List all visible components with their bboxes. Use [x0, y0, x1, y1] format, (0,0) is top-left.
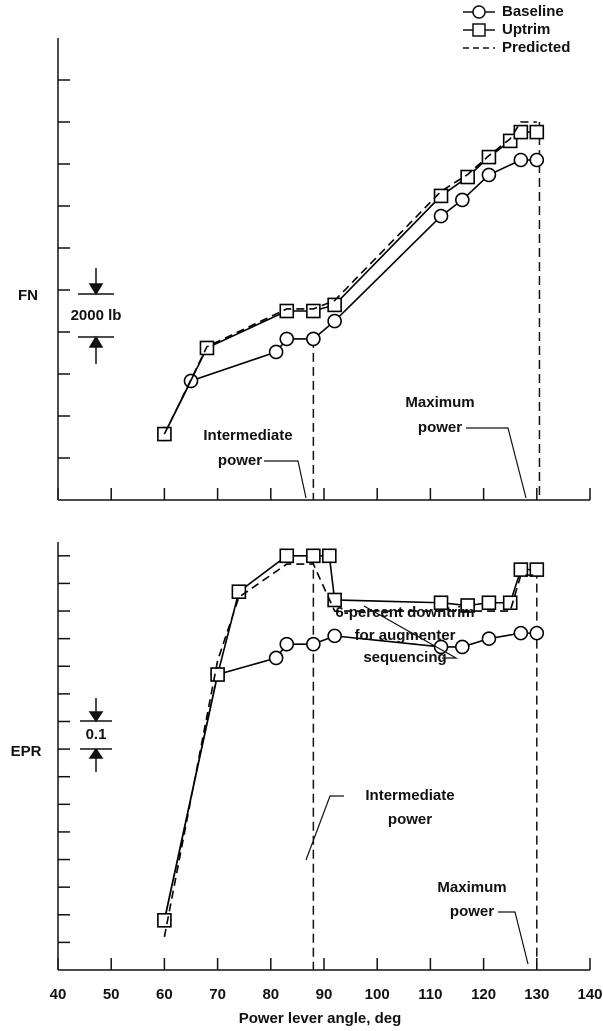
x-tick-label: 140	[577, 986, 602, 1003]
series-line	[163, 121, 537, 435]
annotation: 6-percent downtrim	[335, 604, 474, 621]
x-tick-label: 120	[471, 986, 496, 1003]
data-point	[433, 595, 449, 611]
data-point	[529, 562, 545, 577]
data-point	[279, 303, 295, 319]
data-point	[481, 149, 497, 165]
x-tick-label: 110	[418, 986, 442, 1003]
data-point	[268, 344, 284, 360]
legend-marker	[472, 23, 486, 37]
data-point	[529, 124, 545, 140]
data-point	[481, 167, 497, 183]
y-axis-label: FN	[18, 287, 38, 304]
annotation: Intermediate	[365, 787, 454, 804]
annotation: sequencing	[363, 649, 446, 666]
data-point	[481, 595, 497, 611]
legend-label: Predicted	[502, 39, 570, 56]
x-tick-label: 80	[262, 986, 279, 1003]
x-tick-label: 50	[103, 986, 120, 1003]
series-line	[163, 159, 537, 435]
data-point	[502, 595, 518, 611]
leader-line	[305, 795, 344, 861]
data-point	[481, 631, 497, 646]
x-tick-label: 70	[209, 986, 226, 1003]
x-tick-label: 60	[156, 986, 173, 1003]
data-point	[529, 625, 545, 641]
leader-line	[363, 605, 459, 659]
data-point	[460, 169, 475, 185]
data-point	[433, 639, 449, 655]
legend-label: Uptrim	[502, 21, 550, 38]
x-tick-label: 130	[524, 986, 549, 1003]
data-point	[306, 636, 321, 652]
x-axis-title: Power lever angle, deg	[239, 1010, 402, 1027]
data-point	[513, 625, 529, 641]
data-point	[433, 188, 449, 204]
legend-marker	[472, 5, 486, 19]
data-point	[502, 133, 518, 149]
data-point	[327, 592, 342, 608]
leader-line	[466, 427, 527, 499]
data-point	[455, 192, 470, 208]
data-point	[279, 636, 295, 652]
data-point	[327, 297, 342, 313]
data-point	[268, 650, 284, 666]
data-point	[279, 548, 295, 564]
data-point	[322, 548, 337, 564]
data-point	[455, 639, 470, 655]
data-point	[513, 124, 529, 140]
annotation: Maximum	[405, 394, 474, 411]
annotation: power	[418, 419, 462, 436]
annotation: power	[218, 452, 262, 469]
data-point	[210, 667, 225, 682]
data-point	[433, 208, 449, 224]
x-tick-label: 90	[316, 986, 333, 1003]
leader-line	[264, 460, 307, 499]
data-point	[327, 628, 342, 644]
data-point	[279, 331, 295, 347]
annotation: for augmenter	[355, 627, 456, 644]
data-point	[327, 313, 342, 329]
data-point	[513, 152, 529, 168]
data-point	[460, 598, 475, 613]
x-tick-label: 40	[50, 986, 67, 1003]
data-point	[306, 331, 321, 347]
data-point	[306, 548, 321, 564]
data-point	[306, 303, 321, 319]
series-line	[163, 563, 537, 938]
annotation: power	[388, 811, 432, 828]
data-point	[513, 562, 529, 577]
annotation: Intermediate	[203, 427, 292, 444]
data-point	[157, 912, 172, 928]
x-tick-label: 100	[365, 986, 390, 1003]
series-line	[163, 131, 537, 435]
data-point	[231, 584, 247, 600]
legend-label: Baseline	[502, 3, 564, 20]
scale-arrows	[78, 268, 114, 772]
annotation: power	[450, 903, 494, 920]
annotation: Maximum	[437, 879, 506, 896]
y-axis-label: EPR	[11, 743, 42, 760]
leader-line	[498, 911, 529, 965]
scale-label: 2000 lb	[71, 307, 122, 324]
data-point	[529, 152, 545, 168]
scale-label: 0.1	[86, 726, 107, 743]
